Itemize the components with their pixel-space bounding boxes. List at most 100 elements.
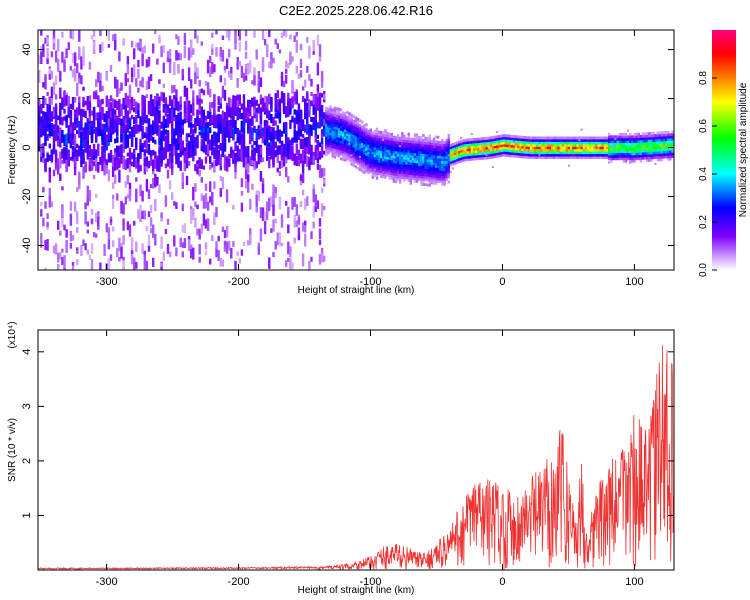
- heatmap-cell: [365, 138, 368, 141]
- heatmap-cell: [238, 94, 241, 104]
- heatmap-cell: [356, 152, 360, 155]
- heatmap-cell: [513, 149, 516, 153]
- heatmap-cell: [263, 211, 267, 225]
- heatmap-cell: [181, 225, 184, 233]
- heatmap-cell: [187, 239, 191, 252]
- heatmap-cell: [629, 137, 632, 141]
- heatmap-cell: [44, 267, 47, 270]
- heatmap-cell: [339, 123, 343, 126]
- heatmap-cell: [50, 149, 54, 155]
- heatmap-cell: [335, 109, 339, 113]
- heatmap-cell: [181, 128, 184, 135]
- heatmap-cell: [390, 137, 393, 141]
- heatmap-cell: [194, 138, 197, 147]
- heatmap-cell: [481, 144, 484, 148]
- heatmap-cell: [384, 141, 387, 145]
- heatmap-cell: [441, 148, 444, 152]
- heatmap-cell: [42, 43, 45, 57]
- heatmap-cell: [447, 170, 450, 174]
- heatmap-cell: [52, 124, 56, 129]
- heatmap-cell: [443, 170, 446, 174]
- heatmap-cell: [59, 230, 62, 236]
- heatmap-cell: [337, 151, 341, 155]
- heatmap-cell: [449, 170, 452, 173]
- heatmap-cell: [354, 123, 358, 127]
- heatmap-cell: [48, 107, 51, 116]
- heatmap-cell: [428, 181, 431, 185]
- heatmap-cell: [120, 131, 123, 143]
- heatmap-cell: [234, 152, 237, 164]
- heatmap-cell: [447, 158, 450, 162]
- heatmap-cell: [375, 169, 379, 173]
- heatmap-cell: [358, 138, 362, 142]
- heatmap-cell: [318, 100, 322, 109]
- heatmap-cell: [428, 173, 431, 177]
- heatmap-cell: [365, 157, 368, 161]
- heatmap-cell: [145, 59, 149, 68]
- heatmap-cell: [232, 205, 235, 210]
- heatmap-cell: [152, 136, 155, 143]
- heatmap-cell: [612, 152, 615, 156]
- heatmap-cell: [128, 189, 132, 202]
- heatmap-cell: [249, 118, 252, 124]
- heatmap-cell: [441, 155, 444, 159]
- heatmap-cell: [652, 141, 655, 145]
- heatmap-cell: [660, 143, 664, 147]
- heatmap-cell: [171, 168, 174, 175]
- heatmap-cell: [542, 151, 545, 155]
- heatmap-cell: [409, 162, 412, 166]
- heatmap-cell: [565, 148, 569, 152]
- heatmap-cell: [557, 143, 560, 147]
- heatmap-cell: [551, 136, 554, 140]
- heatmap-cell: [494, 150, 497, 154]
- heatmap-cell: [259, 146, 263, 155]
- heatmap-cell: [200, 106, 203, 118]
- heatmap-cell: [363, 170, 366, 174]
- heatmap-cell: [342, 121, 345, 125]
- heatmap-cell: [517, 135, 520, 139]
- heatmap-cell: [612, 154, 615, 158]
- heatmap-cell: [544, 143, 548, 147]
- heatmap-cell: [616, 152, 619, 156]
- heatmap-cell: [466, 148, 469, 152]
- heatmap-cell: [593, 153, 596, 157]
- heatmap-cell: [202, 165, 206, 170]
- heatmap-cell: [306, 105, 309, 112]
- heatmap-cell: [310, 152, 313, 157]
- heatmap-cell: [411, 164, 415, 168]
- heatmap-cell: [181, 123, 184, 129]
- heatmap-cell: [534, 151, 537, 155]
- heatmap-cell: [190, 135, 193, 147]
- heatmap-cell: [356, 161, 360, 165]
- heatmap-cell: [599, 156, 602, 159]
- x-tick-label: 0: [499, 576, 505, 588]
- heatmap-cell: [236, 94, 239, 106]
- heatmap-cell: [312, 155, 315, 165]
- heatmap-cell: [194, 143, 197, 154]
- heatmap-cell: [44, 158, 47, 170]
- heatmap-cell: [375, 154, 379, 158]
- heatmap-cell: [430, 171, 434, 175]
- heatmap-cell: [251, 150, 254, 156]
- heatmap-cell: [263, 95, 267, 103]
- x-tick-label: -300: [96, 276, 118, 288]
- heatmap-cell: [270, 97, 273, 109]
- heatmap-cell: [82, 134, 85, 149]
- heatmap-cell: [143, 250, 146, 256]
- heatmap-cell: [282, 102, 286, 114]
- heatmap-cell: [449, 146, 453, 150]
- heatmap-cell: [289, 34, 292, 40]
- heatmap-cell: [103, 162, 106, 176]
- heatmap-cell: [420, 160, 423, 164]
- heatmap-cell: [333, 126, 336, 130]
- heatmap-cell: [551, 148, 554, 152]
- heatmap-cell: [646, 151, 649, 155]
- heatmap-cell: [166, 109, 170, 114]
- heatmap-cell: [420, 182, 423, 186]
- heatmap-cell: [508, 137, 512, 140]
- heatmap-cell: [209, 181, 212, 192]
- heatmap-cell: [168, 162, 172, 169]
- heatmap-cell: [487, 136, 491, 140]
- heatmap-cell: [312, 40, 315, 52]
- heatmap-cell: [582, 151, 586, 155]
